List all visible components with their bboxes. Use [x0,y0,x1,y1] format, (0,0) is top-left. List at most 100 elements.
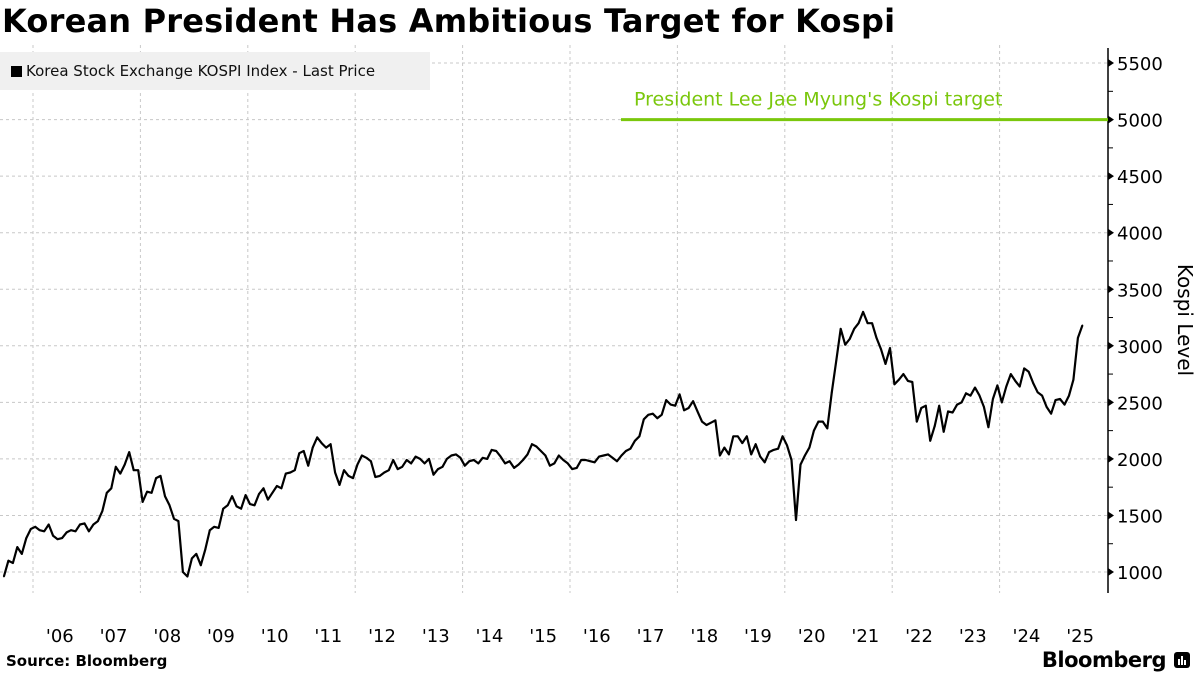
data-point [164,495,166,498]
data-point [235,505,238,508]
data-point [665,399,668,401]
x-tick-label: '06 [46,626,74,647]
data-point [727,453,730,456]
data-point [786,444,788,447]
data-point [557,454,560,457]
data-point [74,530,77,533]
legend-label: Korea Stock Exchange KOSPI Index - Last … [26,62,376,80]
data-point [642,418,645,421]
x-tick-label: '14 [476,626,504,647]
data-point [1041,394,1044,397]
data-point [933,425,936,428]
data-point [821,420,824,423]
data-point [186,575,189,578]
data-point [446,458,448,460]
data-point [392,459,395,461]
data-point [633,439,636,442]
data-point [96,520,99,523]
x-tick-label: '11 [314,626,342,647]
chart-title: Korean President Has Ambitious Target fo… [2,2,896,40]
x-tick-label: '21 [851,626,879,647]
data-point [562,459,565,461]
data-point [504,462,507,465]
data-point [298,452,301,455]
x-tick-label: '16 [583,626,611,647]
data-point [996,384,999,387]
data-point [974,386,976,389]
data-point [20,553,23,555]
bloomberg-chart-icon [1174,652,1190,668]
data-point [1014,379,1017,382]
data-point [540,450,542,452]
data-point [1032,382,1035,385]
y-tick-label: 2000 [1117,450,1163,471]
data-point [862,310,865,313]
data-point [1081,324,1084,327]
data-point [544,454,547,457]
data-point [593,461,596,464]
data-point [486,458,489,460]
data-point [808,446,811,449]
data-point [656,417,659,420]
data-point [674,404,677,407]
y-tick-mark [1108,398,1114,407]
data-point [987,426,990,429]
data-point [710,421,712,424]
data-point [790,459,793,461]
data-point [920,407,923,409]
x-tick-label: '20 [798,626,826,647]
y-tick-label: 5000 [1117,111,1163,132]
bloomberg-logo: Bloomberg [1042,648,1190,672]
data-point [616,460,618,463]
data-point [602,454,605,457]
data-point [262,487,265,490]
data-point [182,571,184,573]
data-point [625,450,627,452]
data-point [750,453,753,456]
data-point [280,487,283,490]
data-point [168,504,171,507]
data-point [459,456,462,459]
data-point [468,460,471,463]
data-point [732,435,735,438]
data-point [423,462,426,465]
data-point [293,469,296,472]
data-point [70,529,72,532]
data-point [307,464,310,467]
data-point [719,454,721,457]
data-point [177,520,180,523]
data-point [110,487,113,490]
data-point [146,490,149,493]
data-point [651,412,654,415]
legend: Korea Stock Exchange KOSPI Index - Last … [0,52,430,90]
data-point [620,454,623,457]
data-point [566,462,569,465]
data-point [1072,378,1075,381]
data-point [338,484,341,486]
data-point [302,450,305,452]
y-tick-label: 3500 [1117,280,1163,301]
data-point [352,477,354,480]
data-point [325,446,328,449]
data-point [329,443,332,446]
data-point [222,507,225,510]
data-point [343,469,345,472]
data-point [893,383,896,386]
data-point [477,462,480,465]
data-point [244,494,247,496]
data-point [965,392,967,395]
data-point [365,456,368,459]
data-point [759,455,762,458]
data-point [79,523,81,526]
data-point [508,460,511,463]
data-point [553,462,556,465]
data-point [450,454,453,457]
y-tick-mark [1108,59,1114,68]
x-tick-label: '07 [100,626,128,647]
y-tick-mark [1108,454,1114,463]
x-tick-label: '12 [368,626,396,647]
data-point [1059,398,1061,400]
data-point [199,564,202,567]
data-point [660,413,663,416]
data-point [401,465,404,468]
